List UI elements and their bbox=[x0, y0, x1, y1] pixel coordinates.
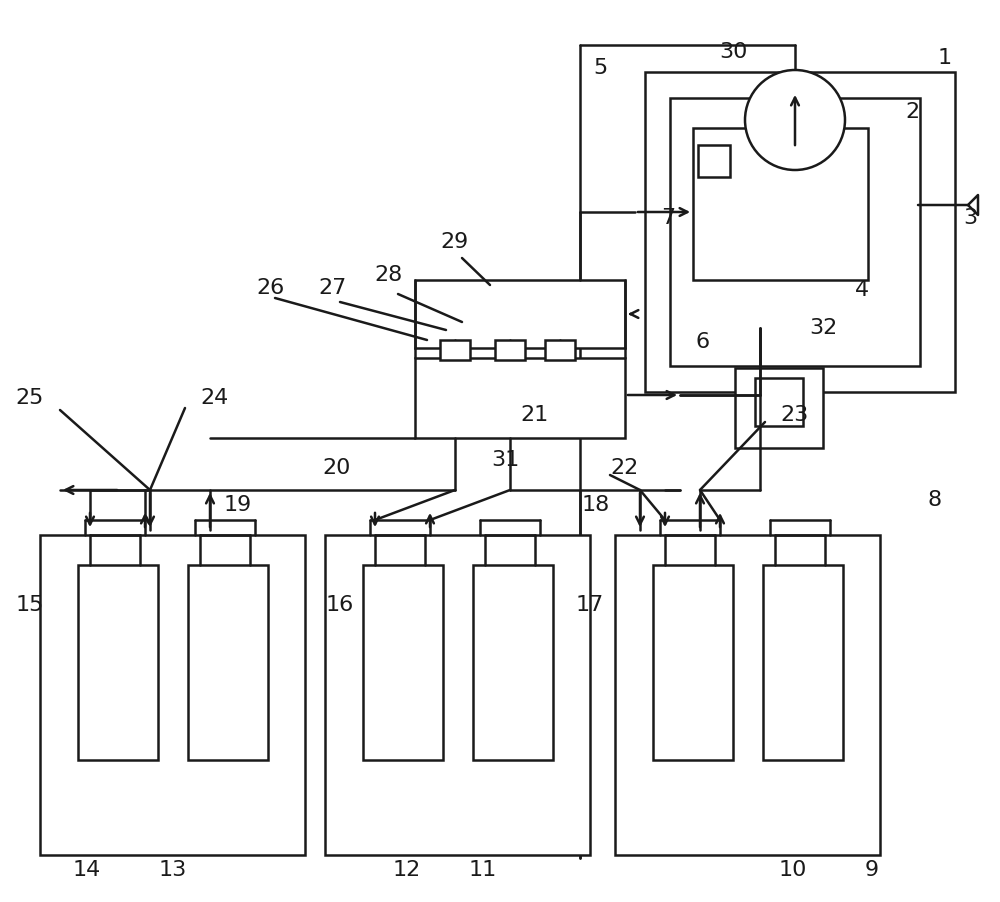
Text: 10: 10 bbox=[779, 860, 807, 880]
Bar bbox=[645, 72, 955, 392]
Bar bbox=[755, 378, 803, 426]
Text: 21: 21 bbox=[521, 405, 549, 425]
Text: 3: 3 bbox=[963, 208, 977, 228]
Bar bbox=[40, 535, 305, 855]
Bar bbox=[440, 340, 470, 360]
Text: 31: 31 bbox=[491, 450, 519, 470]
Bar bbox=[415, 280, 625, 348]
Text: 27: 27 bbox=[319, 278, 347, 298]
Text: 23: 23 bbox=[781, 405, 809, 425]
Text: 22: 22 bbox=[611, 458, 639, 478]
Text: 20: 20 bbox=[323, 458, 351, 478]
Text: 32: 32 bbox=[809, 318, 837, 338]
Bar bbox=[545, 340, 575, 360]
Text: 12: 12 bbox=[393, 860, 421, 880]
Bar bbox=[495, 340, 525, 360]
Text: 28: 28 bbox=[374, 265, 402, 285]
Bar bbox=[473, 565, 553, 760]
Text: 5: 5 bbox=[593, 58, 607, 78]
Text: 14: 14 bbox=[73, 860, 101, 880]
Text: 19: 19 bbox=[224, 495, 252, 515]
Text: 9: 9 bbox=[865, 860, 879, 880]
Text: 7: 7 bbox=[661, 208, 675, 228]
Bar bbox=[670, 98, 920, 366]
Text: 15: 15 bbox=[16, 595, 44, 615]
Text: 25: 25 bbox=[16, 388, 44, 408]
Text: 29: 29 bbox=[441, 232, 469, 252]
Text: 26: 26 bbox=[256, 278, 284, 298]
Bar bbox=[615, 535, 880, 855]
Bar bbox=[693, 128, 868, 280]
Bar bbox=[415, 358, 625, 438]
Bar bbox=[188, 565, 268, 760]
Bar bbox=[363, 565, 443, 760]
Text: 2: 2 bbox=[905, 102, 919, 122]
Text: 11: 11 bbox=[469, 860, 497, 880]
Text: 4: 4 bbox=[855, 280, 869, 300]
Bar bbox=[698, 145, 730, 177]
Text: 13: 13 bbox=[159, 860, 187, 880]
Text: 8: 8 bbox=[928, 490, 942, 510]
Text: 17: 17 bbox=[576, 595, 604, 615]
Bar bbox=[325, 535, 590, 855]
Text: 1: 1 bbox=[938, 48, 952, 68]
Text: 24: 24 bbox=[201, 388, 229, 408]
Bar bbox=[763, 565, 843, 760]
Circle shape bbox=[745, 70, 845, 170]
Bar bbox=[735, 368, 823, 448]
Text: 30: 30 bbox=[719, 42, 747, 62]
Text: 6: 6 bbox=[696, 332, 710, 352]
Bar bbox=[78, 565, 158, 760]
Text: 18: 18 bbox=[582, 495, 610, 515]
Text: 16: 16 bbox=[326, 595, 354, 615]
Bar bbox=[653, 565, 733, 760]
